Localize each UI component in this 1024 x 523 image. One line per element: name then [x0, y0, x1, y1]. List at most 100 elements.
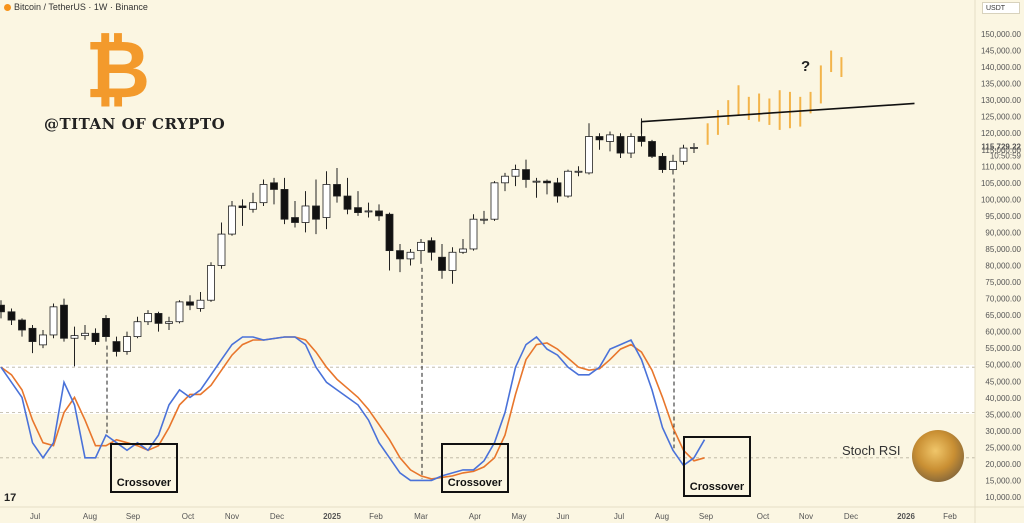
candle-body — [60, 304, 68, 339]
candle-body — [249, 202, 257, 210]
price-tick: 85,000.00 — [985, 245, 1021, 254]
candle-body — [123, 336, 131, 352]
candle-body — [637, 136, 646, 142]
price-tick: 130,000.00 — [981, 96, 1022, 105]
candle-body — [259, 184, 268, 204]
candle-body — [459, 248, 467, 253]
candle-body — [375, 210, 383, 217]
candle-body — [616, 136, 625, 154]
candle-body — [186, 301, 194, 306]
candle-body — [333, 184, 341, 197]
candle-body — [0, 304, 5, 313]
last-price: 115,729.22 — [981, 142, 1021, 151]
crossover-label-1: Crossover — [116, 477, 172, 489]
time-tick: Apr — [469, 512, 482, 521]
time-tick: Jul — [614, 512, 624, 521]
tradingview-logo[interactable]: 17 — [4, 492, 17, 504]
price-tick: 145,000.00 — [981, 47, 1022, 56]
stoch-band — [0, 365, 975, 414]
price-tick: 135,000.00 — [981, 80, 1022, 89]
candle-body — [427, 240, 436, 253]
candle-body — [144, 313, 152, 323]
author-avatar — [912, 430, 964, 482]
candle-body — [595, 136, 604, 141]
bitcoin-icon — [4, 4, 11, 11]
candle-body — [574, 170, 583, 173]
price-tick: 65,000.00 — [985, 311, 1021, 320]
time-tick: 2026 — [897, 512, 915, 521]
time-tick: Aug — [83, 512, 97, 521]
brand-watermark: @TITAN OF CRYPTO — [44, 115, 226, 133]
candle-body — [238, 205, 247, 209]
price-tick: 100,000.00 — [981, 195, 1022, 204]
candle-body — [28, 327, 37, 342]
candle-body — [522, 169, 530, 180]
stoch-rsi-d-line — [0, 336, 705, 480]
trendline — [640, 102, 915, 134]
candle-body — [564, 170, 572, 197]
price-tick: 25,000.00 — [985, 443, 1021, 452]
candle-body — [490, 182, 499, 220]
candle-body — [291, 217, 299, 223]
price-tick: 115,000.00 — [982, 146, 1022, 155]
candle-body — [385, 213, 394, 252]
time-tick: Jul — [30, 512, 40, 521]
price-tick: 60,000.00 — [985, 328, 1021, 337]
candle-body — [301, 205, 310, 223]
time-tick: Sep — [699, 512, 714, 521]
bar-countdown: 10:50:59 — [990, 151, 1022, 160]
candle-body — [343, 195, 352, 210]
time-axis[interactable]: Jul Aug Sep Oct Nov Dec 2025 Feb Mar Apr May Jun Jul… — [30, 512, 958, 521]
candle-body — [112, 341, 121, 352]
bitcoin-logo: ₿ — [85, 23, 151, 116]
candle-body — [133, 321, 142, 338]
candle-body — [396, 250, 404, 260]
candle-body — [469, 218, 478, 250]
time-tick: Nov — [225, 512, 239, 521]
price-tick: 90,000.00 — [985, 228, 1021, 237]
crossover-box-1: Crossover — [110, 443, 178, 493]
candle-body — [543, 180, 551, 184]
candle-body — [606, 134, 614, 142]
candle-body — [322, 184, 331, 218]
candle-body — [690, 147, 698, 149]
candle-body — [438, 256, 446, 271]
candle-body — [207, 265, 215, 301]
price-tick: 10,000.00 — [985, 493, 1021, 502]
time-tick: Dec — [270, 512, 284, 521]
time-tick: Jun — [557, 512, 570, 521]
price-tick: 15,000.00 — [985, 476, 1021, 485]
crossover-box-3: Crossover — [683, 436, 751, 497]
crossover-guides — [106, 178, 675, 479]
candle-body — [81, 332, 89, 337]
price-tick: 110,000.00 — [982, 162, 1022, 171]
time-tick: Feb — [943, 512, 957, 521]
candle-body — [312, 205, 320, 220]
candle-body — [196, 299, 205, 309]
candle-body — [165, 321, 173, 324]
time-tick: Sep — [126, 512, 141, 521]
candle-body — [480, 218, 488, 221]
price-tick: 125,000.00 — [981, 113, 1022, 122]
price-tick: 50,000.00 — [985, 361, 1021, 370]
candle-body — [217, 233, 226, 266]
price-tick: 95,000.00 — [985, 212, 1021, 221]
time-tick: Oct — [182, 512, 195, 521]
candle-body — [91, 332, 100, 342]
candle-body — [511, 169, 520, 177]
price-tick: 80,000.00 — [985, 262, 1021, 271]
projection-candles — [706, 50, 843, 145]
chart-header[interactable]: Bitcoin / TetherUS · 1W · Binance — [4, 2, 148, 12]
currency-button[interactable]: USDT — [982, 2, 1020, 14]
candle-body — [7, 311, 16, 321]
resistance-trendline — [641, 102, 915, 123]
candles — [0, 118, 698, 367]
candle-body — [175, 301, 184, 323]
candle-body — [70, 335, 79, 339]
candle-body — [448, 251, 457, 271]
candle-body — [39, 334, 47, 346]
candle-body — [102, 318, 110, 338]
price-axis[interactable]: 150,000.00 145,000.00 140,000.00 135,000.00… — [981, 30, 1022, 502]
price-tick: 55,000.00 — [985, 344, 1021, 353]
